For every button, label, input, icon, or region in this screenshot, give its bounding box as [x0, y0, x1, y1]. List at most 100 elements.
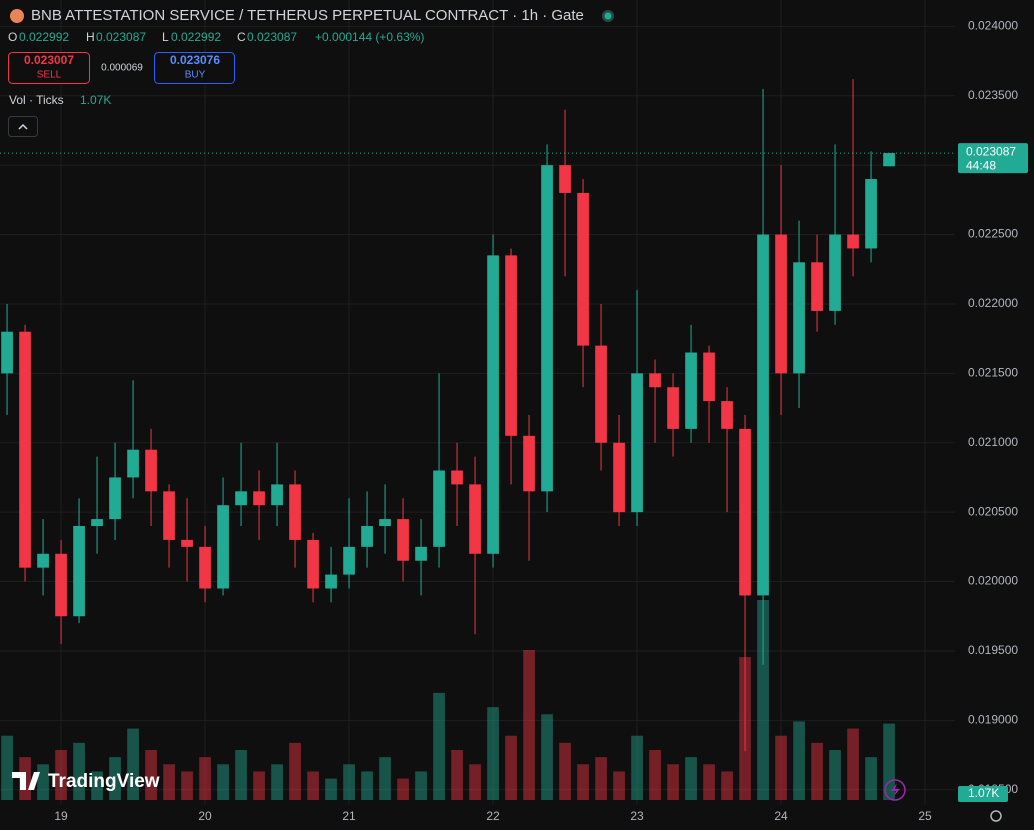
x-tick-label: 23 [630, 809, 644, 823]
lightning-icon [891, 783, 900, 797]
volume-bar [145, 750, 157, 800]
volume-bar [649, 750, 661, 800]
candle-body [343, 546, 355, 575]
volume-badge [958, 786, 1008, 802]
time-axis-bg [0, 805, 1034, 830]
candle-body [109, 477, 121, 520]
o-label: O [8, 30, 17, 44]
volume-bar [631, 735, 643, 800]
candle-body [181, 539, 193, 547]
candle-body [595, 345, 607, 443]
candle-body [703, 352, 715, 402]
candle-body [811, 262, 823, 311]
volume-bar [235, 750, 247, 800]
volume-bar [253, 771, 265, 800]
y-tick-label: 0.020500 [968, 504, 1018, 518]
collapse-button[interactable] [8, 116, 38, 137]
symbol-title: BNB ATTESTATION SERVICE / TETHERUS PERPE… [31, 7, 584, 24]
volume-bar [703, 764, 715, 800]
candle-body [91, 519, 103, 527]
volume-bar [163, 764, 175, 800]
candle-body [775, 234, 787, 374]
x-tick-label: 19 [54, 809, 68, 823]
volume-bar [775, 735, 787, 800]
volume-bar [811, 742, 823, 800]
y-tick-label: 0.022500 [968, 227, 1018, 241]
sell-price: 0.023007 [24, 53, 74, 67]
lightning-button[interactable] [884, 779, 906, 801]
volume-bar [271, 764, 283, 800]
candle-body [73, 526, 85, 617]
candle-body [631, 373, 643, 513]
candle-body [577, 192, 589, 346]
sell-button[interactable] [8, 52, 90, 84]
candle-body [361, 526, 373, 547]
symbol-icon [10, 9, 24, 23]
volume-bar [613, 771, 625, 800]
candle-body [163, 491, 175, 540]
x-tick-label: 20 [198, 809, 212, 823]
volume-bar [37, 764, 49, 800]
volume-bar [397, 778, 409, 800]
volume-bar [757, 600, 769, 800]
candle-body [1, 331, 13, 374]
volume-bar [91, 771, 103, 800]
volume-bar [361, 771, 373, 800]
candle-body [865, 179, 877, 249]
sell-label: SELL [37, 70, 62, 81]
brand-name: TradingView [48, 771, 160, 792]
x-tick-label: 22 [486, 809, 500, 823]
x-tick-label: 25 [918, 809, 932, 823]
indicator-name: Vol · Ticks [9, 93, 64, 107]
volume-bar [343, 764, 355, 800]
candle-body [505, 255, 517, 436]
l-label: L [162, 30, 169, 44]
candle-body [415, 546, 427, 561]
o-value: 0.022992 [19, 30, 69, 44]
candle-body [739, 428, 751, 596]
candle-body [721, 401, 733, 429]
candle-body [487, 255, 499, 554]
volume-bar [829, 750, 841, 800]
y-tick-label: 0.021000 [968, 435, 1018, 449]
candle-body [433, 470, 445, 547]
candle-body [757, 234, 769, 596]
volume-bar [379, 757, 391, 800]
settings-button[interactable] [990, 810, 1002, 822]
candle-body [559, 165, 571, 193]
status-dot [604, 12, 612, 20]
candle-body [613, 442, 625, 513]
volume-bar [685, 757, 697, 800]
candle-body [685, 352, 697, 429]
volume-bar [865, 757, 877, 800]
candle-body [199, 546, 211, 589]
volume-bar [55, 750, 67, 800]
collapse-icon [18, 123, 28, 130]
price-axis-bg [955, 0, 1034, 830]
c-value: 0.023087 [247, 30, 297, 44]
last-price-badge [958, 143, 1028, 174]
volume-bar [289, 742, 301, 800]
h-label: H [86, 30, 95, 44]
last-price-value: 0.023087 [966, 144, 1016, 158]
volume-bar [595, 757, 607, 800]
y-tick-label: 0.019500 [968, 643, 1018, 657]
candle-body [37, 553, 49, 568]
candle-body [847, 234, 859, 249]
volume-bar [1, 735, 13, 800]
y-tick-label: 0.020000 [968, 574, 1018, 588]
candle-body [145, 449, 157, 492]
countdown: 44:48 [966, 158, 996, 172]
candle-body [235, 491, 247, 506]
h-value: 0.023087 [96, 30, 146, 44]
volume-bar [667, 764, 679, 800]
candle-body [793, 262, 805, 374]
volume-bar [577, 764, 589, 800]
buy-button[interactable] [154, 52, 235, 84]
candle-body [397, 519, 409, 561]
volume-bar [721, 771, 733, 800]
volume-bar [109, 757, 121, 800]
c-label: C [237, 30, 246, 44]
volume-bar [73, 742, 85, 800]
